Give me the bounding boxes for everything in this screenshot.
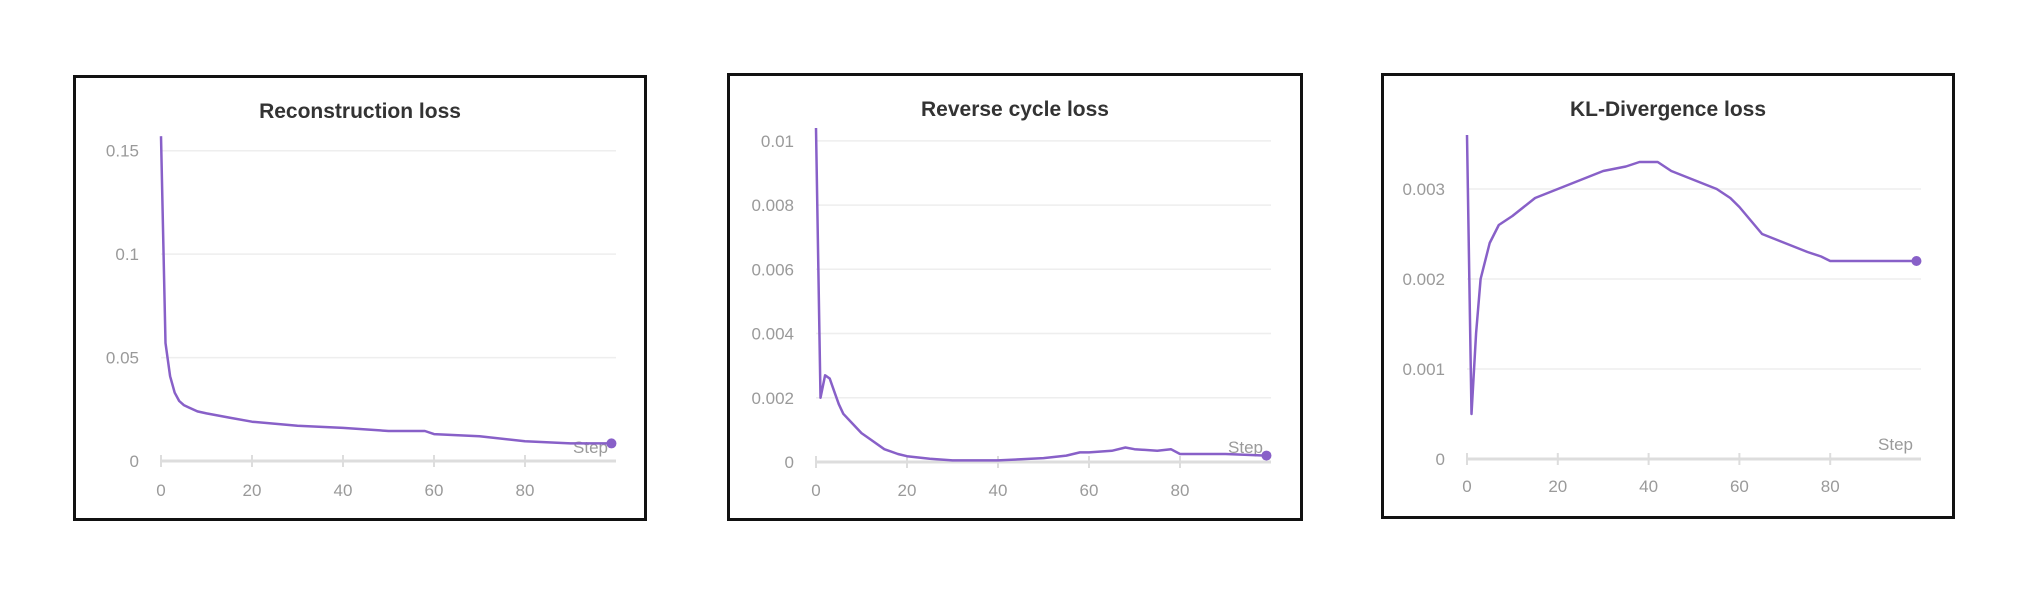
x-axis-label: Step — [573, 438, 608, 457]
reverse-cycle-loss-chart: Reverse cycle loss 0 0.002 0.004 0.006 0.008 0… — [727, 73, 1303, 521]
x-tick-label: 80 — [1171, 481, 1190, 500]
x-tick-label: 80 — [516, 481, 535, 500]
series-end-point — [1911, 256, 1922, 266]
y-tick-label: 0.001 — [1402, 360, 1445, 379]
y-tick-label: 0.003 — [1402, 180, 1445, 199]
chart-title: KL-Divergence loss — [1570, 98, 1766, 121]
series-end-point — [606, 438, 617, 449]
y-tick-label: 0.002 — [751, 389, 794, 408]
series-end-point — [1261, 450, 1272, 461]
series-line — [1465, 134, 1917, 416]
x-tick-label: 60 — [425, 481, 444, 500]
chart-title: Reconstruction loss — [259, 100, 461, 123]
reconstruction-loss-plot: Reconstruction loss 0 0.05 0.1 0.15 0 20 40 60 80… — [106, 100, 617, 500]
x-axis-label: Step — [1228, 438, 1263, 457]
kl-divergence-loss-chart: KL-Divergence loss 0 0.001 0.002 0.003 0 20 40 6… — [1381, 73, 1955, 519]
reverse-cycle-loss-plot: Reverse cycle loss 0 0.002 0.004 0.006 0.008 0… — [751, 98, 1272, 500]
x-tick-label: 40 — [989, 481, 1008, 500]
chart-title: Reverse cycle loss — [921, 98, 1109, 121]
x-tick-label: 20 — [243, 481, 262, 500]
x-tick-label: 60 — [1730, 477, 1749, 496]
kl-divergence-loss-plot: KL-Divergence loss 0 0.001 0.002 0.003 0 20 40 6… — [1402, 98, 1922, 496]
x-tick-label: 20 — [1548, 477, 1567, 496]
x-tick-label: 0 — [1462, 477, 1471, 496]
y-tick-label: 0.15 — [106, 142, 139, 161]
y-tick-label: 0.008 — [751, 196, 794, 215]
y-tick-label: 0 — [785, 453, 794, 472]
x-tick-label: 60 — [1080, 481, 1099, 500]
y-tick-label: 0.05 — [106, 349, 139, 368]
series-line — [814, 127, 1267, 462]
x-axis-label: Step — [1878, 435, 1913, 454]
y-tick-label: 0.004 — [751, 325, 794, 344]
x-tick-label: 0 — [811, 481, 820, 500]
y-tick-label: 0.01 — [761, 132, 794, 151]
x-tick-label: 40 — [1639, 477, 1658, 496]
x-tick-label: 40 — [334, 481, 353, 500]
y-tick-label: 0 — [1436, 450, 1445, 469]
y-tick-label: 0.002 — [1402, 270, 1445, 289]
x-tick-label: 20 — [898, 481, 917, 500]
x-tick-label: 80 — [1821, 477, 1840, 496]
x-tick-label: 0 — [156, 481, 165, 500]
y-tick-label: 0.1 — [115, 245, 139, 264]
series-line — [159, 136, 612, 445]
reconstruction-loss-chart: Reconstruction loss 0 0.05 0.1 0.15 0 20 40 60 80… — [73, 75, 647, 521]
y-tick-label: 0.006 — [751, 260, 794, 279]
y-tick-label: 0 — [130, 452, 139, 471]
